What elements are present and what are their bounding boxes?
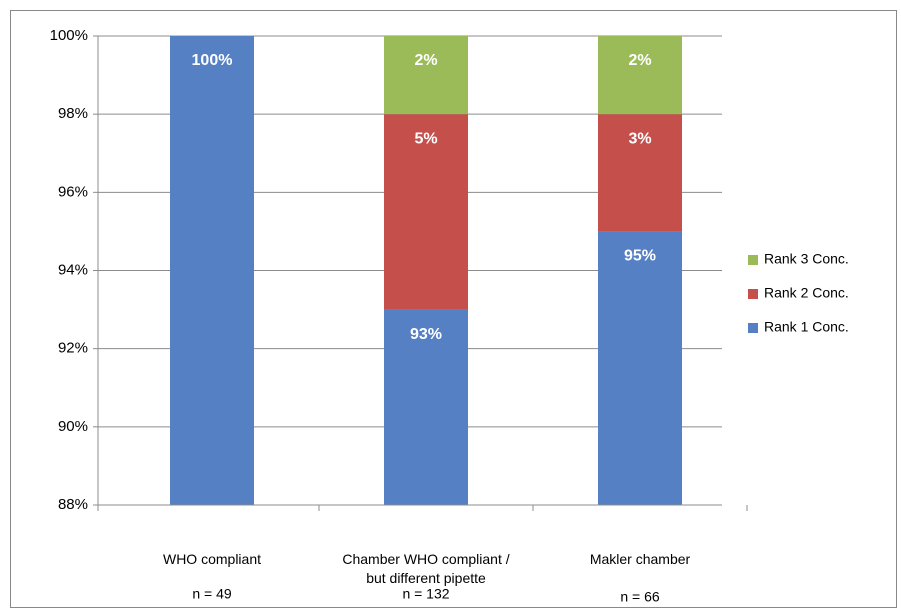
value-label: 2% (628, 52, 651, 69)
x-tick-label: WHO compliant (162, 551, 262, 567)
sample-size: n = 132 (402, 586, 449, 602)
sample-size: n = 49 (192, 586, 232, 602)
value-label: 93% (410, 326, 442, 343)
y-tick-label: 98% (58, 105, 88, 122)
value-label: 2% (414, 52, 437, 69)
y-tick-label: 100% (50, 27, 88, 44)
legend-label: Rank 3 Conc. (764, 251, 849, 267)
y-tick-label: 92% (58, 340, 88, 357)
legend-swatch (748, 323, 758, 333)
value-label: 100% (192, 52, 233, 69)
value-label: 3% (628, 130, 651, 147)
sample-size: n = 66 (620, 589, 660, 605)
y-tick-label: 96% (58, 183, 88, 200)
legend-swatch (748, 255, 758, 265)
bar-segment (598, 114, 682, 232)
bar-segment (598, 36, 682, 115)
bar-segment (384, 309, 468, 505)
x-tick-label: Makler chamber (589, 551, 691, 567)
value-label: 95% (624, 248, 656, 265)
bar-segment (384, 36, 468, 115)
value-label: 5% (414, 130, 437, 147)
legend-label: Rank 2 Conc. (764, 285, 849, 301)
legend-swatch (748, 289, 758, 299)
y-tick-label: 90% (58, 418, 88, 435)
y-tick-label: 88% (58, 496, 88, 513)
bar-segment (598, 231, 682, 505)
bar-segment (170, 36, 254, 505)
chart-border (10, 10, 897, 608)
legend-label: Rank 1 Conc. (764, 319, 849, 335)
y-tick-label: 94% (58, 261, 88, 278)
bar-segment (384, 114, 468, 310)
x-tick-label: Chamber WHO compliant / but different pi… (342, 551, 510, 586)
